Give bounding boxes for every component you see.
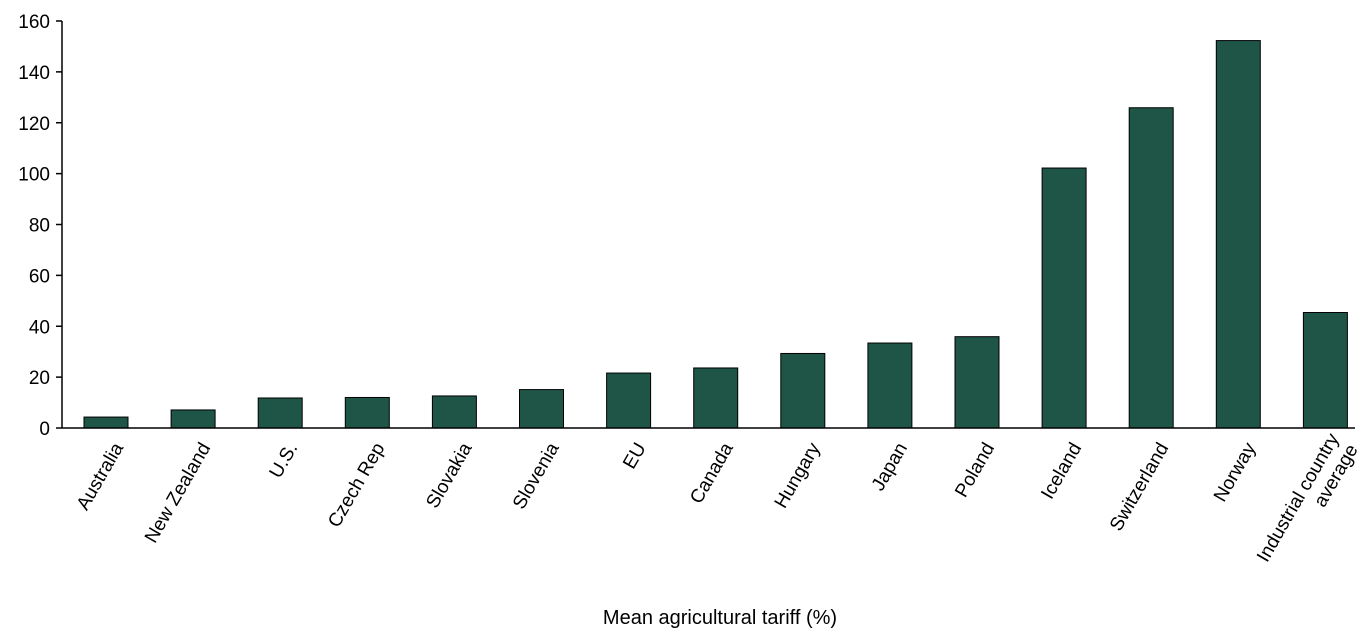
bar-iceland bbox=[1041, 167, 1087, 429]
bar-industrial-country-average bbox=[1302, 312, 1348, 429]
y-tick-label: 40 bbox=[29, 317, 50, 338]
x-tick-label: Australia bbox=[73, 439, 128, 514]
bar-japan bbox=[867, 342, 913, 429]
x-tick-label: Slovakia bbox=[422, 439, 476, 512]
bar-switzerland bbox=[1128, 107, 1174, 429]
bars bbox=[83, 40, 1348, 429]
bar-poland bbox=[954, 336, 1000, 429]
x-tick-label: U.S. bbox=[266, 439, 303, 482]
y-tick-label: 80 bbox=[29, 216, 50, 237]
y-tick-label: 140 bbox=[18, 63, 50, 84]
bar-norway bbox=[1215, 40, 1261, 429]
bar-slovakia bbox=[431, 395, 477, 429]
bar-new-zealand bbox=[170, 409, 216, 429]
x-tick-label: Switzerland bbox=[1106, 439, 1173, 535]
x-tick-label: Iceland bbox=[1037, 439, 1086, 503]
y-tick-label: 0 bbox=[39, 419, 50, 440]
x-tick-label: Industrial countryaverage bbox=[1253, 430, 1357, 577]
x-tick-label: Slovenia bbox=[509, 439, 564, 513]
y-tick-label: 20 bbox=[29, 368, 50, 389]
bar-czech-rep bbox=[344, 396, 390, 429]
y-tick-label: 160 bbox=[18, 12, 50, 33]
bar-australia bbox=[83, 416, 129, 429]
y-tick-label: 60 bbox=[29, 266, 50, 287]
bar-canada bbox=[693, 367, 739, 429]
y-tick-label: 120 bbox=[18, 114, 50, 135]
x-tick-label: Czech Rep bbox=[324, 439, 389, 531]
x-tick-label: Canada bbox=[686, 439, 738, 508]
x-axis-title: Mean agricultural tariff (%) bbox=[603, 607, 837, 629]
bar-slovenia bbox=[519, 389, 564, 429]
x-tick-label: New Zealand bbox=[141, 439, 215, 546]
bar-hungary bbox=[780, 352, 826, 429]
y-ticks: 0 20 40 60 80 100 120 140 160 bbox=[18, 12, 62, 440]
x-tick-label: Japan bbox=[868, 439, 912, 494]
x-tick-label: Poland bbox=[951, 439, 999, 501]
x-tick-label: Norway bbox=[1210, 439, 1261, 506]
x-tick-label: Hungary bbox=[771, 439, 825, 512]
y-tick-label: 100 bbox=[18, 165, 50, 186]
bar-eu bbox=[606, 372, 652, 429]
bar-u-s bbox=[257, 397, 303, 429]
x-tick-label: EU bbox=[619, 439, 650, 472]
x-tick-labels: Australia New Zealand U.S. Czech Rep Slovaki… bbox=[73, 430, 1357, 577]
